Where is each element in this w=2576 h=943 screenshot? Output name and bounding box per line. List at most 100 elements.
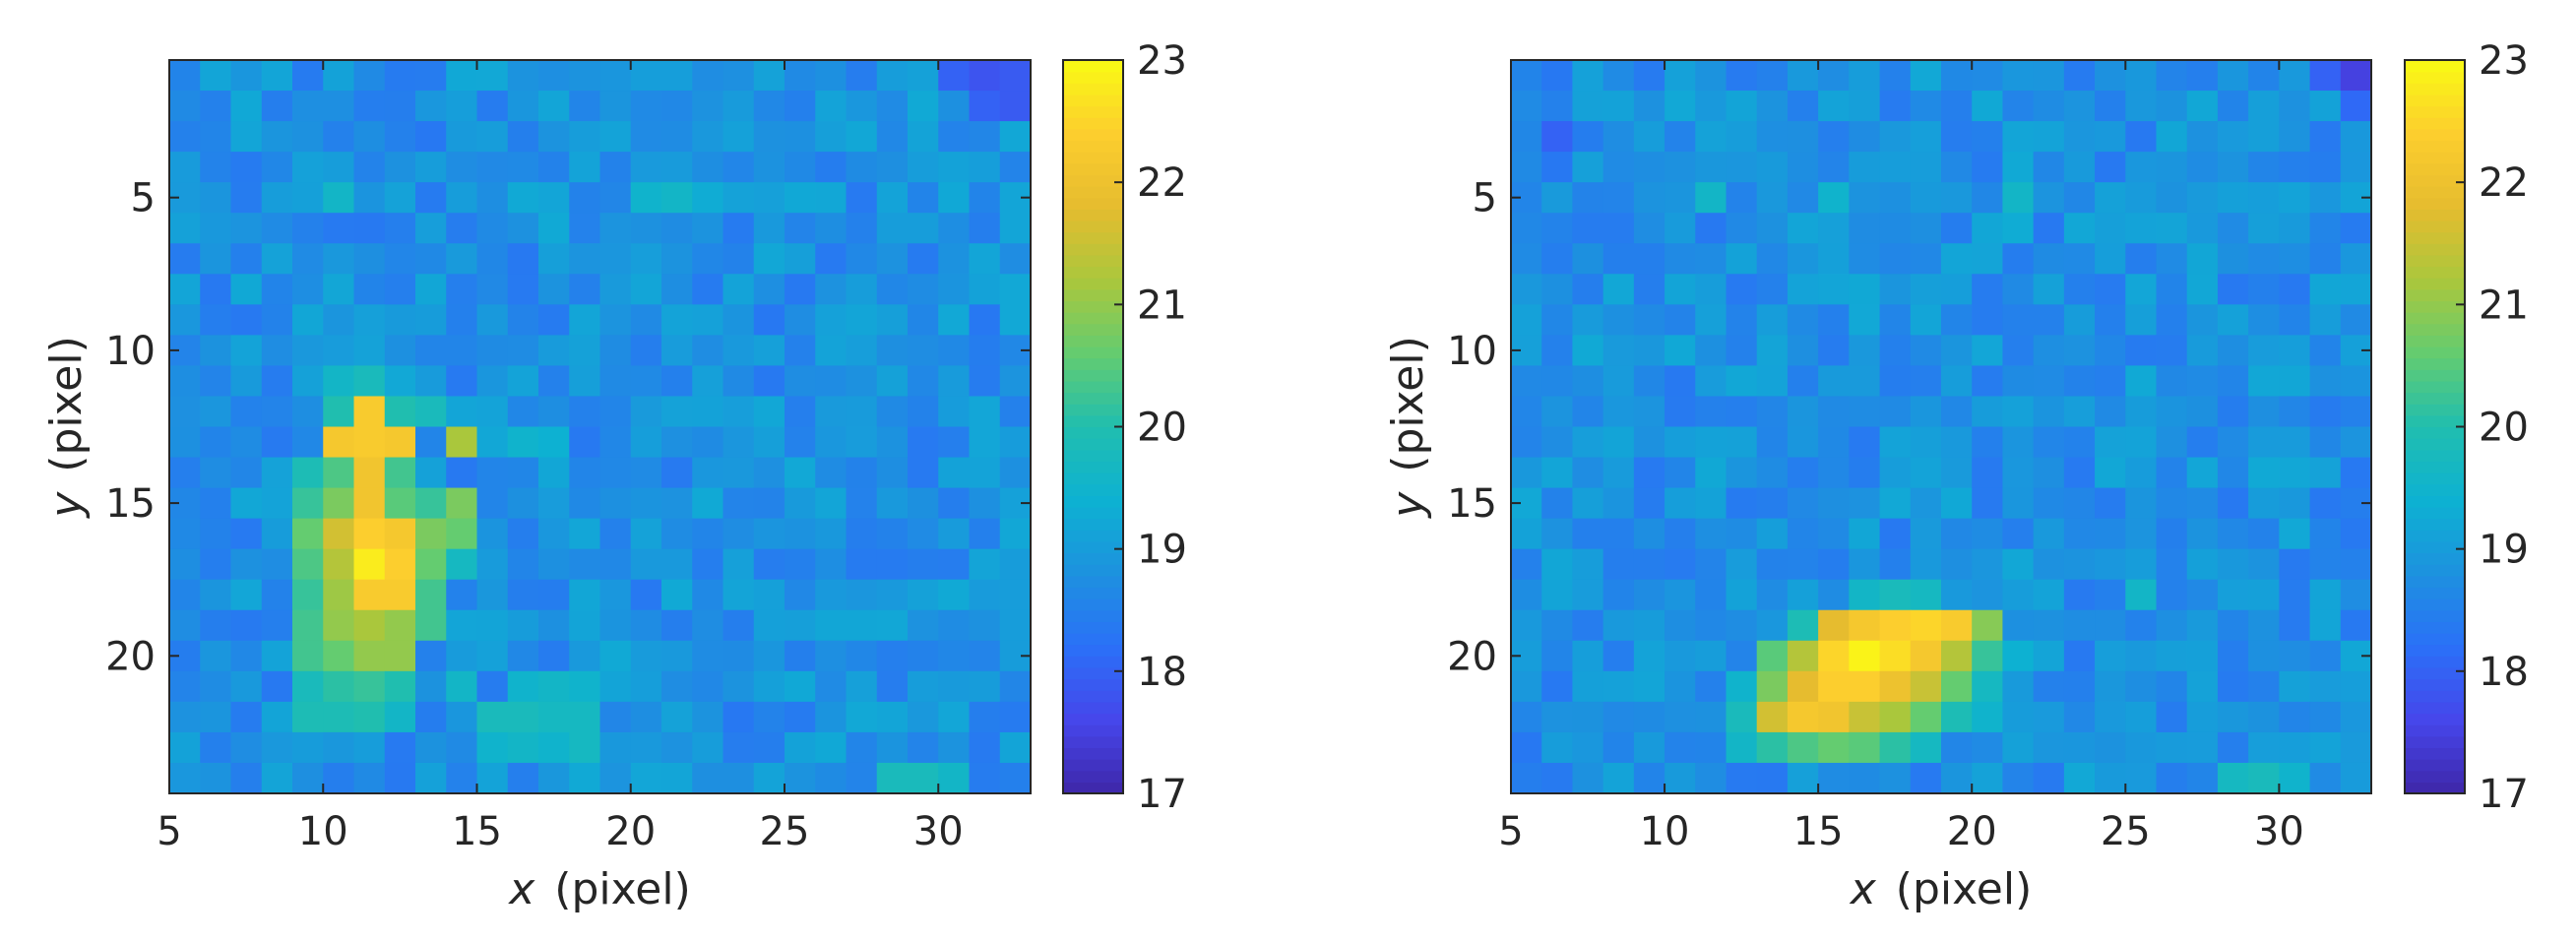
heatmap-cell (1665, 609, 1696, 642)
heatmap-cell (723, 670, 755, 703)
heatmap-cell (1695, 640, 1728, 672)
heatmap-cell (630, 487, 662, 520)
heatmap-cell (692, 670, 724, 703)
heatmap-cell (723, 213, 755, 244)
heatmap-cell (1541, 640, 1574, 672)
heatmap-cell (384, 762, 416, 794)
heatmap-cell (1910, 335, 1942, 367)
heatmap-cell (2125, 609, 2158, 642)
heatmap-cell (2063, 60, 2096, 92)
heatmap-cell (323, 487, 355, 520)
heatmap-cell (2125, 152, 2158, 183)
heatmap-cell (1818, 304, 1850, 336)
heatmap-cell (415, 640, 447, 672)
colorbar-band (1063, 186, 1123, 199)
heatmap-cell (2248, 762, 2280, 794)
heatmap-cell (507, 91, 539, 122)
heatmap-cell (2095, 426, 2126, 459)
heatmap-cell (661, 304, 693, 336)
heatmap-cell (2033, 762, 2065, 794)
heatmap-cell (1787, 121, 1819, 153)
heatmap-cell (599, 121, 632, 153)
heatmap-cell (1511, 121, 1542, 153)
heatmap-cell (2279, 487, 2311, 520)
colorbar-band (2405, 105, 2465, 118)
heatmap-cell (999, 609, 1032, 642)
heatmap-cell (2002, 182, 2035, 214)
x-tick-label: 5 (157, 809, 181, 854)
x-tick-label: 30 (913, 809, 964, 854)
heatmap-cell (446, 121, 478, 153)
heatmap-cell (1849, 91, 1881, 122)
heatmap-cell (938, 762, 971, 794)
heatmap-cell (2095, 182, 2126, 214)
heatmap-cell (815, 640, 848, 672)
heatmap-cell (938, 518, 971, 550)
heatmap-cell (1726, 152, 1758, 183)
heatmap-cell (292, 152, 324, 183)
heatmap-cell (292, 60, 324, 92)
heatmap-cell (200, 701, 232, 733)
heatmap-cell (569, 243, 601, 275)
heatmap-cell (1665, 640, 1696, 672)
heatmap-cell (1511, 731, 1542, 764)
heatmap-cell (1787, 609, 1819, 642)
heatmap-cell (2340, 152, 2372, 183)
y-axis-variable: y (41, 491, 92, 520)
heatmap-cell (2095, 701, 2126, 733)
colorbar-band (1063, 231, 1123, 244)
heatmap-cell (1849, 396, 1881, 428)
heatmap-cell (1849, 609, 1881, 642)
x-tick-label: 25 (2101, 809, 2151, 854)
heatmap-cell (569, 152, 601, 183)
heatmap-cell (1941, 426, 1973, 459)
heatmap-cell (415, 548, 447, 581)
heatmap-cell (1541, 487, 1574, 520)
heatmap-cell (876, 91, 909, 122)
heatmap-cell (323, 91, 355, 122)
heatmap-cell (1941, 396, 1973, 428)
heatmap-cell (723, 121, 755, 153)
heatmap-cell (2095, 243, 2126, 275)
heatmap-cell (1633, 182, 1665, 214)
x-tick-label: 20 (1947, 809, 1997, 854)
heatmap-cell (1756, 121, 1789, 153)
heatmap-cell (1756, 579, 1789, 611)
heatmap-cell (1541, 213, 1574, 244)
heatmap-cell (969, 701, 1001, 733)
heatmap-cell (261, 548, 293, 581)
heatmap-cell (1879, 731, 1912, 764)
heatmap-cell (661, 548, 693, 581)
heatmap-cell (846, 457, 878, 489)
heatmap-cell (507, 640, 539, 672)
heatmap-cell (2279, 152, 2311, 183)
heatmap-cell (599, 426, 632, 459)
heatmap-cell (969, 304, 1001, 336)
heatmap-cell (1572, 365, 1604, 398)
heatmap-cell (908, 426, 939, 459)
heatmap-cell (1910, 670, 1942, 703)
heatmap-cell (384, 396, 416, 428)
heatmap-cell (2217, 91, 2249, 122)
heatmap-cell (353, 91, 386, 122)
heatmap-cell (692, 701, 724, 733)
heatmap-cell (169, 609, 201, 642)
heatmap-cell (384, 670, 416, 703)
heatmap-cell (384, 518, 416, 550)
heatmap-cell (2156, 182, 2188, 214)
heatmap-cell (230, 60, 263, 92)
heatmap-cell (2002, 213, 2035, 244)
heatmap-cell (323, 457, 355, 489)
heatmap-cell (353, 274, 386, 305)
heatmap-cell (1665, 457, 1696, 489)
heatmap-cell (2186, 457, 2219, 489)
heatmap-cell (815, 91, 848, 122)
heatmap-cell (692, 640, 724, 672)
heatmap-cell (630, 457, 662, 489)
heatmap-cell (785, 304, 816, 336)
heatmap-cell (630, 640, 662, 672)
heatmap-cell (692, 182, 724, 214)
heatmap-cell (1572, 274, 1604, 305)
heatmap-cell (1849, 365, 1881, 398)
heatmap-cell (1849, 457, 1881, 489)
